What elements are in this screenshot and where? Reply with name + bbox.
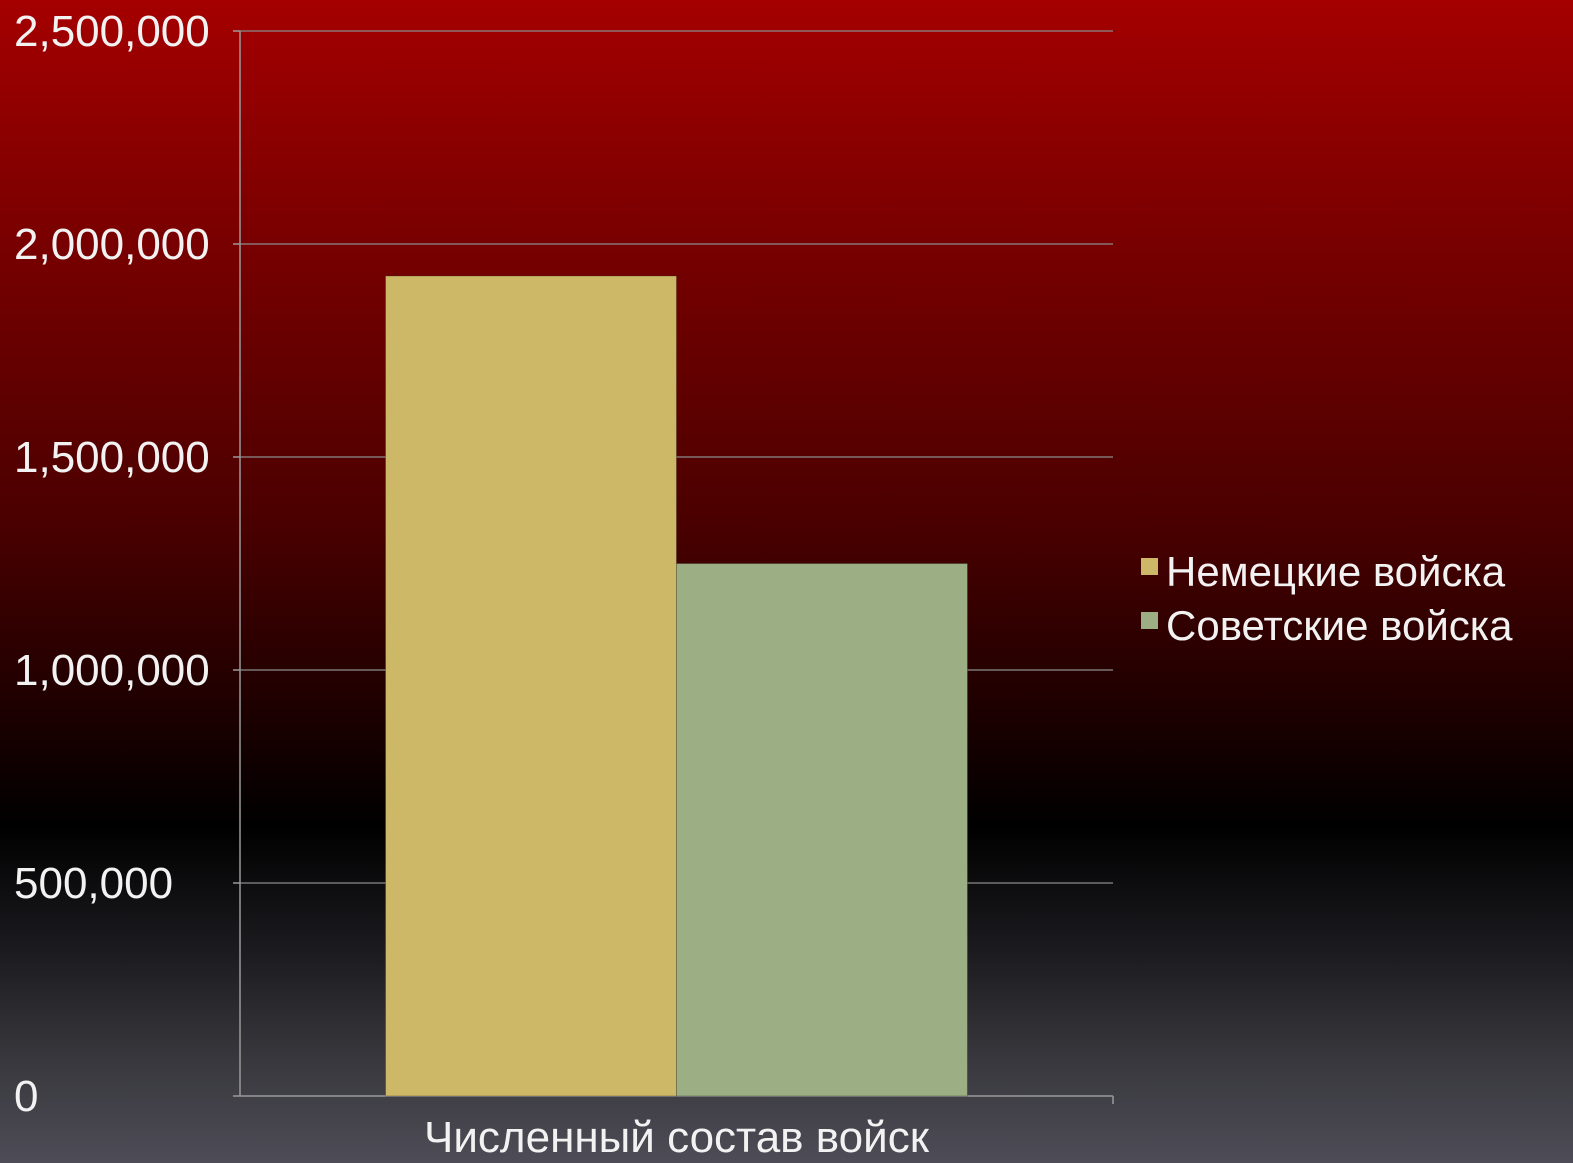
y-tick-label: 500,000	[14, 859, 173, 908]
y-tick-label: 1,500,000	[14, 433, 210, 482]
y-tick-label: 2,500,000	[14, 7, 210, 56]
bars	[385, 275, 968, 1097]
legend-label: Советские войска	[1166, 602, 1513, 649]
y-tick-label: 2,000,000	[14, 220, 210, 269]
x-category-labels: Численный состав войск	[424, 1113, 930, 1162]
y-tick-label: 1,000,000	[14, 646, 210, 695]
y-tick-labels: 0 500,000 1,000,000 1,500,000 2,000,000 2,500…	[14, 7, 210, 1121]
legend-label: Немецкие войска	[1166, 548, 1506, 595]
legend-swatch	[1141, 558, 1158, 575]
y-tick-label: 0	[14, 1072, 38, 1121]
legend-swatch	[1141, 612, 1158, 629]
legend: Немецкие войска Советские войска	[1141, 548, 1513, 649]
bar-german-troops	[385, 275, 677, 1097]
x-category-label: Численный состав войск	[424, 1113, 930, 1162]
bar-soviet-troops	[676, 563, 968, 1097]
